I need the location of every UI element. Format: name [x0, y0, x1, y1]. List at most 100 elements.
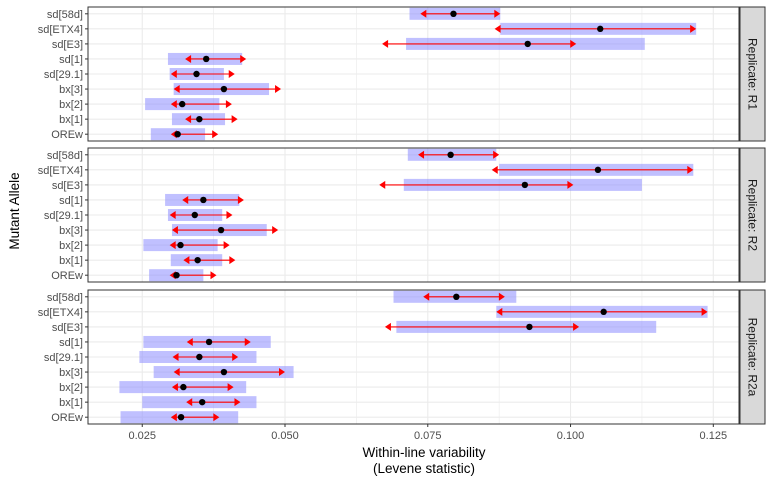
- facet-panels: sd[58d] sd[ETX4] sd[E3] sd[1] sd[29.1] bx[3] b…: [38, 6, 766, 425]
- y-tick-label-sd-29-1: sd[29.1]: [44, 352, 83, 364]
- error-arrow-left: [170, 413, 177, 422]
- error-arrow-left: [418, 150, 425, 159]
- y-tick-label-orew: OREw: [51, 129, 83, 141]
- mean-point-sd-e3: [526, 323, 533, 331]
- y-tick-label-bx-1: bx[1]: [59, 397, 83, 409]
- error-arrow-right: [493, 150, 500, 159]
- facet-strip: Replicate: R1: [739, 6, 766, 142]
- facet-strip: Replicate: R2a: [739, 289, 766, 425]
- error-arrow-left: [186, 398, 193, 407]
- error-arrow-right: [232, 353, 239, 361]
- mean-point-sd-1: [200, 196, 207, 204]
- error-arrow-left: [494, 24, 501, 33]
- strip-label: Replicate: R2a: [746, 318, 760, 397]
- y-tick-label-sd-etx4: sd[ETX4]: [38, 24, 83, 36]
- error-arrow-left: [171, 226, 178, 235]
- error-arrow-left: [379, 180, 386, 189]
- strip-background: [739, 289, 766, 425]
- facet-strip: Replicate: R2: [739, 147, 766, 283]
- mean-point-sd-58d: [453, 293, 460, 300]
- error-arrow-left: [182, 195, 189, 204]
- strip-background: [739, 147, 766, 283]
- error-arrow-right: [244, 337, 251, 346]
- y-tick-label-sd-29-1: sd[29.1]: [44, 210, 83, 222]
- mean-point-sd-e3: [521, 181, 529, 189]
- error-arrow-right: [690, 24, 697, 33]
- error-arrow-right: [570, 39, 577, 48]
- mean-point-orew: [173, 272, 180, 279]
- facet-panel-1: sd[58d] sd[ETX4] sd[E3] sd[1] sd[29.1] bx[3] b…: [38, 6, 766, 142]
- mean-point-sd-etx4: [594, 166, 602, 174]
- y-tick-label-bx-2: bx[2]: [59, 240, 83, 252]
- x-axis-title-line-1: Within-line variability: [362, 445, 485, 460]
- error-arrow-left: [169, 211, 176, 219]
- mean-point-sd-29-1: [191, 211, 198, 219]
- error-arrow-left: [420, 9, 427, 18]
- mean-point-bx-1: [196, 115, 203, 123]
- x-tick-label: 0.025: [128, 430, 156, 442]
- y-tick-label-sd-e3: sd[E3]: [52, 39, 83, 51]
- error-arrow-left: [185, 54, 192, 63]
- error-arrow-right: [210, 271, 217, 280]
- mean-point-sd-58d: [450, 10, 457, 17]
- error-arrow-left: [185, 115, 192, 124]
- strip-label: Replicate: R1: [746, 38, 760, 110]
- y-tick-label-sd-e3: sd[E3]: [52, 180, 83, 192]
- error-arrow-right: [279, 368, 286, 377]
- error-arrow-right: [701, 307, 708, 316]
- error-arrow-right: [213, 413, 220, 422]
- error-arrow-left: [382, 39, 389, 48]
- y-tick-label-bx-1: bx[1]: [59, 114, 83, 126]
- error-arrow-left: [170, 100, 177, 109]
- strip-background: [739, 6, 766, 142]
- y-tick-label-bx-2: bx[2]: [59, 99, 83, 111]
- y-tick-label-sd-58d: sd[58d]: [47, 9, 83, 21]
- error-arrow-right: [228, 70, 235, 78]
- y-axis-title: Mutant Allele: [7, 172, 22, 249]
- y-tick-label-bx-3: bx[3]: [59, 84, 83, 96]
- mean-point-sd-etx4: [597, 25, 604, 33]
- mean-point-bx-2: [179, 100, 186, 108]
- error-arrow-right: [212, 130, 219, 139]
- error-arrow-right: [272, 226, 279, 235]
- mean-point-bx-2: [180, 383, 187, 391]
- error-arrow-left: [496, 307, 503, 316]
- mean-point-bx-2: [177, 241, 184, 249]
- error-arrow-left: [183, 256, 190, 265]
- mean-point-bx-1: [199, 398, 206, 406]
- strip-label: Replicate: R2: [746, 179, 760, 251]
- facet-panel-3: sd[58d] sd[ETX4] sd[E3] sd[1] sd[29.1] bx[3] b…: [38, 289, 766, 425]
- error-arrow-left: [173, 368, 180, 377]
- y-tick-label-sd-etx4: sd[ETX4]: [38, 307, 83, 319]
- y-tick-label-sd-1: sd[1]: [59, 337, 83, 349]
- mean-point-bx-3: [220, 85, 228, 93]
- error-arrow-left: [169, 241, 176, 250]
- error-arrow-right: [498, 292, 505, 301]
- y-tick-label-sd-29-1: sd[29.1]: [44, 69, 83, 81]
- error-arrow-right: [234, 398, 241, 407]
- y-tick-label-sd-e3: sd[E3]: [52, 322, 83, 334]
- y-tick-label-orew: OREw: [51, 412, 83, 424]
- mean-point-sd-1: [203, 55, 210, 63]
- error-arrow-left: [186, 337, 193, 346]
- error-arrow-left: [170, 70, 177, 78]
- error-arrow-right: [237, 195, 244, 204]
- error-arrow-right: [275, 85, 282, 94]
- y-tick-label-bx-2: bx[2]: [59, 382, 83, 394]
- error-arrow-left: [171, 383, 178, 392]
- error-arrow-right: [227, 383, 234, 392]
- y-tick-label-sd-58d: sd[58d]: [47, 150, 83, 162]
- error-arrow-left: [491, 165, 498, 174]
- x-tick-label: 0.125: [700, 430, 728, 442]
- mean-point-sd-29-1: [193, 70, 200, 78]
- x-axis: 0.025 0.050 0.075 0.100 0.125: [128, 424, 727, 442]
- error-arrow-right: [225, 100, 232, 109]
- error-arrow-right: [231, 115, 238, 124]
- mean-point-orew: [174, 131, 181, 138]
- y-tick-label-orew: OREw: [51, 270, 83, 282]
- error-arrow-right: [494, 9, 501, 18]
- y-tick-label-bx-3: bx[3]: [59, 367, 83, 379]
- x-axis-title-line-2: (Levene statistic): [373, 461, 475, 476]
- mean-point-sd-etx4: [600, 308, 607, 316]
